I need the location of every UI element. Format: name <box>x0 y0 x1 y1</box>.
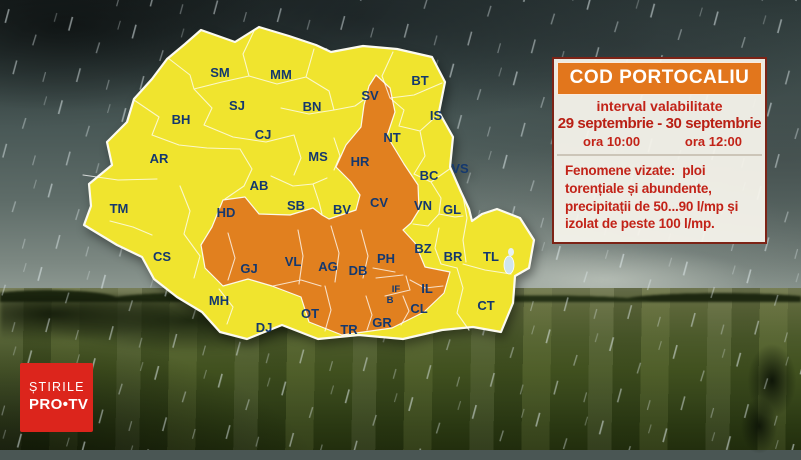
county-label-sj: SJ <box>229 98 245 113</box>
county-label-bv: BV <box>333 202 351 217</box>
county-labels: SM MM BT SJ BN SV IS BH CJ NT AR MS HR BC VS AB SB CV VN GL… <box>110 65 499 337</box>
time-row: ora 10:00 ora 12:00 <box>557 134 762 149</box>
county-label-sv: SV <box>361 88 379 103</box>
county-label-ct: CT <box>477 298 494 313</box>
county-label-ab: AB <box>250 178 269 193</box>
end-time: ora 12:00 <box>684 134 742 149</box>
county-label-tm: TM <box>110 201 129 216</box>
county-borders <box>82 30 512 332</box>
county-label-vs: VS <box>451 161 469 176</box>
danube-delta-lake <box>503 255 515 275</box>
county-label-tr: TR <box>340 322 358 337</box>
county-label-mh: MH <box>209 293 229 308</box>
county-label-tl: TL <box>483 249 499 264</box>
county-label-ag: AG <box>318 259 338 274</box>
county-label-br: BR <box>444 249 463 264</box>
county-label-bn: BN <box>303 99 322 114</box>
county-label-vn: VN <box>414 198 432 213</box>
alert-body: interval valabilitate 29 septembrie - 30… <box>557 98 762 242</box>
county-label-hd: HD <box>217 205 236 220</box>
alert-title: COD PORTOCALIU <box>557 62 762 95</box>
county-label-vl: VL <box>285 254 302 269</box>
stirile-protv-logo: ȘTIRILE PRO•TV <box>20 363 93 432</box>
county-label-cj: CJ <box>255 127 272 142</box>
county-label-gl: GL <box>443 202 461 217</box>
logo-line1: ȘTIRILE <box>29 380 85 394</box>
alert-panel: COD PORTOCALIU interval valabilitate 29 … <box>552 57 767 245</box>
county-label-cs: CS <box>153 249 171 264</box>
county-label-is: IS <box>430 108 443 123</box>
romania-county-map: SM MM BT SJ BN SV IS BH CJ NT AR MS HR BC VS AB SB CV VN GL… <box>82 25 536 341</box>
county-label-ar: AR <box>150 151 169 166</box>
county-label-cv: CV <box>370 195 388 210</box>
county-label-gr: GR <box>372 315 392 330</box>
county-label-bh: BH <box>172 112 191 127</box>
county-label-bt: BT <box>411 73 428 88</box>
county-label-sb: SB <box>287 198 305 213</box>
orange-warning-region <box>200 74 451 336</box>
start-time: ora 10:00 <box>583 134 641 149</box>
county-label-bc: BC <box>420 168 439 183</box>
phenomena-description: ploi torențiale și abundente, precipitaț… <box>565 163 739 232</box>
danube-delta-lake-small <box>508 248 514 256</box>
phenomena-text: Fenomene vizate: ploi torențiale și abun… <box>557 154 762 242</box>
county-label-bz: BZ <box>414 241 431 256</box>
county-label-il: IL <box>421 281 433 296</box>
county-label-cl: CL <box>410 301 427 316</box>
date-range: 29 septembrie - 30 septembrie <box>557 115 762 132</box>
county-label-dj: DJ <box>256 320 273 335</box>
logo-line2: PRO•TV <box>29 396 89 413</box>
phenomena-label: Fenomene vizate: <box>565 163 676 178</box>
county-label-nt: NT <box>383 130 400 145</box>
county-label-mm: MM <box>270 67 292 82</box>
county-label-sm: SM <box>210 65 230 80</box>
county-label-ot: OT <box>301 306 319 321</box>
interval-label: interval valabilitate <box>596 98 723 114</box>
county-label-gj: GJ <box>240 261 257 276</box>
county-label-hr: HR <box>351 154 370 169</box>
county-label-if: IF <box>392 284 401 295</box>
county-label-ph: PH <box>377 251 395 266</box>
county-label-ms: MS <box>308 149 328 164</box>
county-label-b: B <box>387 295 394 306</box>
county-label-db: DB <box>349 263 368 278</box>
